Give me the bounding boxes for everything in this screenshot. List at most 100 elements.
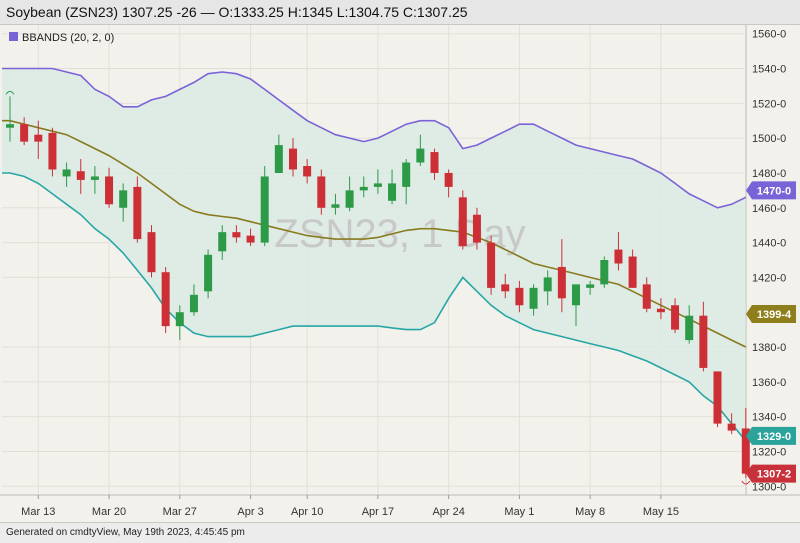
candle bbox=[359, 176, 368, 198]
chart-header: Soybean (ZSN23) 1307.25 -26 — O:1333.25 … bbox=[0, 0, 800, 25]
y-tick-label: 1540-0 bbox=[752, 64, 786, 76]
candle bbox=[713, 371, 722, 428]
candle-body bbox=[614, 249, 623, 264]
candle-body bbox=[741, 428, 750, 474]
candle-body bbox=[331, 204, 340, 208]
bollinger-band-fill bbox=[2, 68, 746, 441]
candle bbox=[741, 407, 750, 479]
candle bbox=[586, 280, 595, 295]
candle bbox=[62, 162, 71, 187]
candle bbox=[600, 256, 609, 288]
candle-body bbox=[345, 190, 354, 208]
y-tick-label: 1500-0 bbox=[752, 133, 786, 145]
candle bbox=[331, 193, 340, 215]
candle-body bbox=[232, 232, 241, 238]
candle bbox=[105, 167, 114, 208]
y-tick-label: 1380-0 bbox=[752, 342, 786, 354]
y-tick-label: 1440-0 bbox=[752, 238, 786, 250]
candle bbox=[260, 166, 269, 247]
badge-label: 1307-2 bbox=[757, 469, 791, 481]
candle-body bbox=[388, 183, 397, 201]
candle-body bbox=[402, 162, 411, 187]
candle-body bbox=[119, 190, 128, 208]
candle-body bbox=[189, 294, 198, 313]
candle-body bbox=[175, 312, 184, 327]
candle bbox=[218, 225, 227, 260]
badge-label: 1399-4 bbox=[757, 309, 792, 321]
candle bbox=[727, 413, 736, 435]
candle-body bbox=[161, 272, 170, 327]
candle bbox=[246, 228, 255, 247]
price-chart[interactable]: ZSN23, 1 Day 1300-0 1320-0 1340-0 1360-0 138… bbox=[0, 25, 800, 522]
instrument-quote-title: Soybean (ZSN23) 1307.25 -26 — O:1333.25 … bbox=[6, 4, 468, 20]
candle-body bbox=[147, 232, 156, 273]
candle-body bbox=[289, 148, 297, 170]
candle bbox=[119, 183, 128, 222]
candle-body bbox=[444, 172, 453, 187]
candle bbox=[472, 207, 481, 250]
candle-body bbox=[260, 176, 269, 243]
x-tick-label: Apr 17 bbox=[362, 506, 394, 518]
candle bbox=[189, 284, 198, 316]
chart-watermark: ZSN23, 1 Day bbox=[274, 212, 525, 256]
candle-body bbox=[359, 186, 368, 191]
candle-body bbox=[246, 235, 255, 243]
indicator-legend[interactable]: BBANDS (20, 2, 0) bbox=[9, 32, 114, 44]
candle bbox=[671, 298, 680, 334]
candle-body bbox=[218, 232, 227, 252]
candle bbox=[628, 249, 637, 288]
candle bbox=[345, 176, 354, 212]
bollinger-band-lines bbox=[2, 67, 747, 442]
bollinger-lower-line bbox=[2, 172, 747, 442]
candle bbox=[642, 277, 651, 313]
candle-body bbox=[628, 256, 637, 288]
candle-body bbox=[557, 266, 566, 299]
candle bbox=[572, 284, 580, 327]
candle-body bbox=[529, 287, 538, 309]
candle-body bbox=[303, 166, 312, 177]
x-tick-label: Apr 10 bbox=[291, 506, 323, 518]
price-badge: 1307-2 bbox=[746, 464, 796, 483]
y-tick-label: 1480-0 bbox=[752, 168, 786, 180]
legend-label: BBANDS (20, 2, 0) bbox=[22, 32, 114, 44]
generated-timestamp: Generated on cmdtyView, May 19th 2023, 4… bbox=[6, 527, 245, 538]
candle-body bbox=[685, 315, 694, 341]
candle-body bbox=[600, 260, 609, 285]
x-tick-label: Mar 13 bbox=[21, 506, 55, 518]
candlesticks bbox=[5, 90, 751, 485]
candle-body bbox=[20, 124, 29, 142]
candle bbox=[317, 169, 326, 215]
candle bbox=[373, 169, 382, 194]
candle bbox=[402, 159, 411, 205]
bollinger-upper-line bbox=[2, 67, 747, 209]
candle-body bbox=[713, 371, 722, 424]
price-badges: 1470-0 1399-4 1329-0 1307-2 bbox=[746, 181, 796, 483]
candle-body bbox=[586, 284, 595, 288]
candle bbox=[416, 134, 425, 166]
x-axis: Mar 13 Mar 20 Mar 27 Apr 3 Apr 10 Apr 17 Apr 2… bbox=[21, 495, 679, 518]
candle-body bbox=[105, 176, 114, 205]
candle bbox=[48, 127, 57, 177]
x-tick-label: Apr 24 bbox=[432, 506, 464, 518]
high-marker bbox=[5, 90, 15, 95]
candle-body bbox=[204, 254, 213, 292]
y-tick-label: 1560-0 bbox=[752, 29, 786, 41]
candle bbox=[543, 270, 552, 306]
x-tick-label: May 15 bbox=[643, 506, 679, 518]
candle-body bbox=[274, 145, 283, 173]
candle bbox=[6, 96, 14, 142]
candle-body bbox=[727, 423, 736, 431]
candle bbox=[204, 249, 213, 299]
candle bbox=[685, 305, 694, 344]
candle-body bbox=[90, 176, 99, 180]
candle-body bbox=[6, 124, 14, 128]
candle bbox=[20, 117, 29, 146]
candle bbox=[175, 305, 184, 341]
candle-body bbox=[430, 152, 439, 173]
y-tick-label: 1420-0 bbox=[752, 272, 786, 284]
candle-body bbox=[642, 284, 651, 309]
x-tick-label: Apr 3 bbox=[237, 506, 263, 518]
badge-shape bbox=[746, 426, 796, 445]
candle bbox=[656, 298, 665, 320]
candle-body bbox=[48, 132, 57, 170]
